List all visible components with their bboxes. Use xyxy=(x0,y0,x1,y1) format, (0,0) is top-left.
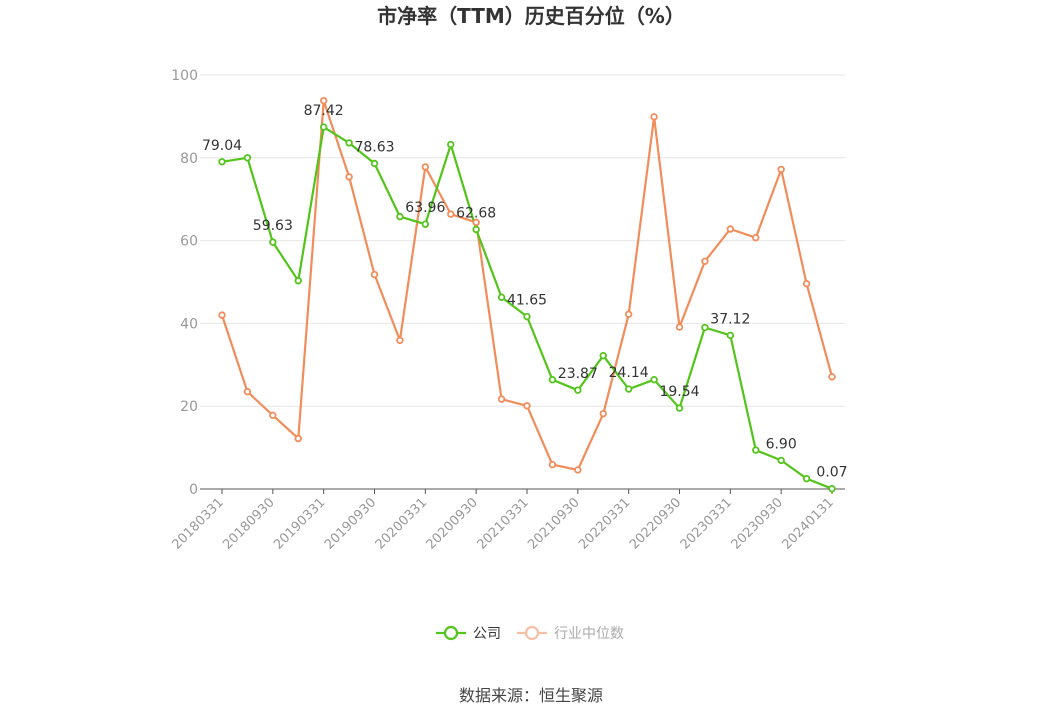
chart-title: 市净率（TTM）历史百分位（%） xyxy=(377,4,685,28)
legend-label: 行业中位数 xyxy=(554,626,624,642)
data-point xyxy=(574,466,582,474)
data-point xyxy=(802,474,811,483)
data-label: 23.87 xyxy=(558,366,598,382)
data-label: 78.63 xyxy=(354,139,394,155)
data-points xyxy=(218,96,836,493)
data-point xyxy=(726,225,735,233)
data-label: 87.42 xyxy=(304,103,344,119)
data-point xyxy=(345,173,353,181)
data-point xyxy=(599,409,607,418)
legend-item-1[interactable]: 行业中位数 xyxy=(517,625,624,642)
series-line-1 xyxy=(220,99,834,472)
data-point xyxy=(294,434,302,443)
data-point xyxy=(370,159,379,168)
data-label: 0.07 xyxy=(816,465,847,481)
y-tick-label: 100 xyxy=(171,68,198,84)
legend-marker xyxy=(524,625,540,641)
legend-label: 公司 xyxy=(473,626,501,642)
legend-marker xyxy=(443,625,459,641)
data-label: 37.12 xyxy=(710,311,750,327)
x-tick-label: 20180930 xyxy=(220,495,277,552)
data-point xyxy=(802,279,811,288)
source-note: 数据来源：恒生聚源 xyxy=(459,686,603,705)
data-point xyxy=(447,210,455,218)
data-point xyxy=(421,163,430,171)
data-point xyxy=(675,323,684,331)
y-tick-label: 80 xyxy=(180,151,198,167)
data-point xyxy=(574,386,582,394)
data-point xyxy=(497,395,506,403)
data-point xyxy=(701,323,709,332)
data-point xyxy=(294,277,302,285)
x-tick-label: 20180331 xyxy=(169,495,226,552)
data-point xyxy=(396,212,404,221)
y-tick-label: 40 xyxy=(180,316,198,332)
x-tick-label: 20200331 xyxy=(373,495,430,552)
data-point xyxy=(497,293,506,302)
data-point xyxy=(675,404,684,412)
data-label: 62.68 xyxy=(456,206,496,222)
data-label: 6.90 xyxy=(766,436,797,452)
x-tick-label: 20220331 xyxy=(576,495,633,552)
x-tick-label: 20200930 xyxy=(424,495,481,552)
data-label: 63.96 xyxy=(405,200,445,216)
data-point xyxy=(650,113,658,121)
data-point xyxy=(599,351,607,360)
data-point xyxy=(650,376,658,384)
data-point xyxy=(472,225,480,234)
data-point xyxy=(523,312,531,321)
data-point xyxy=(828,373,836,381)
data-point xyxy=(726,331,735,340)
data-point xyxy=(828,485,836,493)
data-point xyxy=(269,411,277,420)
grid xyxy=(200,74,845,407)
data-point xyxy=(752,446,760,454)
data-label: 24.14 xyxy=(609,365,649,381)
x-tick-label: 20190930 xyxy=(322,495,379,552)
data-point xyxy=(319,96,328,105)
y-tick-label: 60 xyxy=(180,234,198,250)
y-tick-label: 0 xyxy=(189,482,198,498)
data-point xyxy=(370,270,379,279)
x-tick-label: 20230930 xyxy=(729,495,786,552)
x-tick-label: 20230331 xyxy=(678,495,735,552)
data-point xyxy=(777,165,785,174)
data-point xyxy=(701,257,709,265)
data-label: 19.54 xyxy=(659,384,699,400)
data-point xyxy=(752,234,760,242)
data-label: 41.65 xyxy=(507,293,547,309)
data-point xyxy=(421,220,430,228)
y-tick-label: 20 xyxy=(180,399,198,415)
x-tick-label: 20210930 xyxy=(525,495,582,552)
data-point xyxy=(396,336,404,345)
data-label: 59.63 xyxy=(253,218,293,234)
data-point xyxy=(624,310,633,318)
data-point xyxy=(548,460,557,469)
data-point xyxy=(243,154,252,162)
data-label: 79.04 xyxy=(202,138,242,154)
data-point xyxy=(218,158,226,166)
data-point xyxy=(447,140,455,149)
data-point xyxy=(624,385,633,393)
y-axis: 0 20 40 60 80 100 xyxy=(171,68,198,498)
data-labels: 79.04 59.63 87.42 78.63 63.96 62.68 41.65 23.87… xyxy=(202,103,848,481)
data-point xyxy=(523,402,531,410)
data-point xyxy=(218,311,226,319)
x-tick-label: 20190331 xyxy=(271,495,328,552)
x-tick-label: 20220930 xyxy=(627,495,684,552)
data-point xyxy=(319,123,328,131)
data-point xyxy=(777,456,785,465)
data-point xyxy=(269,238,277,246)
x-tick-label: 20240131 xyxy=(779,495,836,552)
legend[interactable]: 公司 行业中位数 xyxy=(436,625,624,642)
legend-item-0[interactable]: 公司 xyxy=(436,625,501,642)
data-point xyxy=(345,139,353,147)
data-point xyxy=(472,218,480,227)
data-point xyxy=(243,388,252,396)
x-axis: 2018033120180930201903312019093020200331… xyxy=(169,488,845,553)
x-tick-label: 20210331 xyxy=(474,495,531,552)
data-point xyxy=(548,376,557,384)
